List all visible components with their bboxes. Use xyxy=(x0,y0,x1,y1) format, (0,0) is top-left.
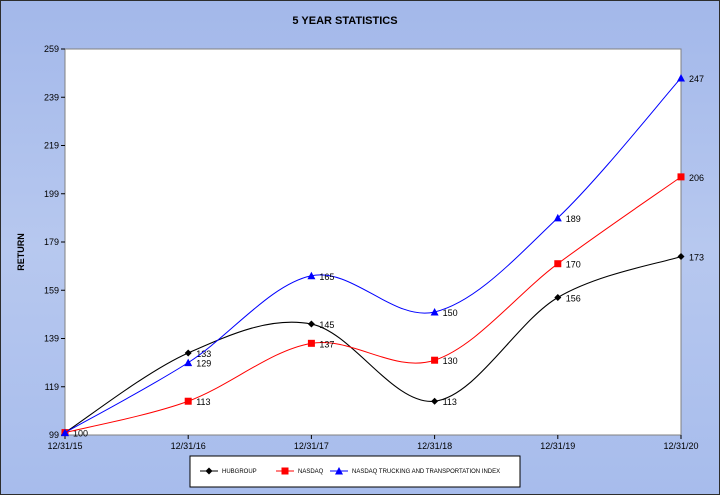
series-line xyxy=(64,77,682,434)
legend-box xyxy=(189,455,521,488)
plot-area xyxy=(64,48,682,436)
data-label: 206 xyxy=(689,173,704,183)
y-tick-label: 99 xyxy=(49,430,59,440)
legend: HUBGROUP NASDAQ NASDAQ TRUCKING AND TRANSP… xyxy=(189,455,521,488)
data-point-marker xyxy=(307,271,316,280)
y-axis: 99 119 139 159 179 199 219 239 259 xyxy=(44,44,65,440)
data-label: 156 xyxy=(566,293,581,303)
y-tick-label: 219 xyxy=(44,141,59,151)
data-label: 100 xyxy=(73,429,88,439)
data-point-marker xyxy=(335,467,343,475)
x-tick-label: 12/31/18 xyxy=(417,441,452,451)
data-point-marker xyxy=(554,260,562,268)
data-label: 133 xyxy=(196,349,211,359)
data-label: 173 xyxy=(689,252,704,262)
data-point-marker xyxy=(677,73,685,82)
data-label: 113 xyxy=(196,397,210,407)
data-point-marker xyxy=(61,428,69,437)
data-point-marker xyxy=(281,467,289,475)
data-point-marker xyxy=(205,467,213,475)
data-point-marker xyxy=(431,356,439,364)
series-layer: 1001331451131561731131371301702061291651… xyxy=(61,73,704,439)
data-label: 137 xyxy=(319,339,334,349)
data-point-marker xyxy=(184,397,192,405)
y-tick-label: 259 xyxy=(44,44,59,54)
series-line xyxy=(64,255,682,434)
series-line xyxy=(64,176,682,434)
y-tick-label: 159 xyxy=(44,285,59,295)
data-point-marker xyxy=(184,349,192,357)
series-hubgroup: 100 133 145 113 156 173 xyxy=(61,252,704,439)
y-axis-label: RETURN xyxy=(16,233,26,271)
data-label: 130 xyxy=(443,356,458,366)
data-label: 170 xyxy=(566,260,581,270)
data-point-marker xyxy=(554,293,562,301)
y-tick-label: 239 xyxy=(44,92,59,102)
legend-label: NASDAQ TRUCKING AND TRANSPORTATION INDEX xyxy=(352,469,500,475)
x-tick-label: 12/31/19 xyxy=(540,441,575,451)
x-tick-label: 12/31/15 xyxy=(47,441,82,451)
legend-label: NASDAQ xyxy=(298,469,324,475)
data-point-marker xyxy=(307,320,315,328)
data-point-marker xyxy=(677,173,685,181)
data-label: 150 xyxy=(443,308,458,318)
data-label: 113 xyxy=(443,397,457,407)
data-label: 189 xyxy=(566,214,581,224)
legend-label: HUBGROUP xyxy=(222,469,257,475)
chart-title: 5 YEAR STATISTICS xyxy=(292,15,397,27)
x-tick-label: 12/31/20 xyxy=(663,441,698,451)
data-point-marker xyxy=(431,397,439,405)
x-tick-label: 12/31/16 xyxy=(171,441,206,451)
data-point-marker xyxy=(307,339,315,347)
data-label: 165 xyxy=(319,272,334,282)
y-tick-label: 139 xyxy=(44,334,59,344)
data-point-marker xyxy=(553,213,562,222)
series-nasdaq-trucking-and-transportation-index: 129 165 150 189 247 xyxy=(61,73,704,437)
data-point-marker xyxy=(677,252,685,260)
x-axis: 12/31/15 12/31/16 12/31/17 12/31/18 12/31/19… xyxy=(47,435,699,451)
data-label: 247 xyxy=(689,74,704,84)
data-point-marker xyxy=(184,358,193,367)
data-point-marker xyxy=(430,307,439,316)
data-label: 129 xyxy=(196,359,211,369)
y-tick-label: 119 xyxy=(45,382,59,392)
data-label: 145 xyxy=(319,320,334,330)
y-tick-label: 199 xyxy=(44,189,59,199)
y-tick-label: 179 xyxy=(44,237,59,247)
x-tick-label: 12/31/17 xyxy=(294,441,329,451)
